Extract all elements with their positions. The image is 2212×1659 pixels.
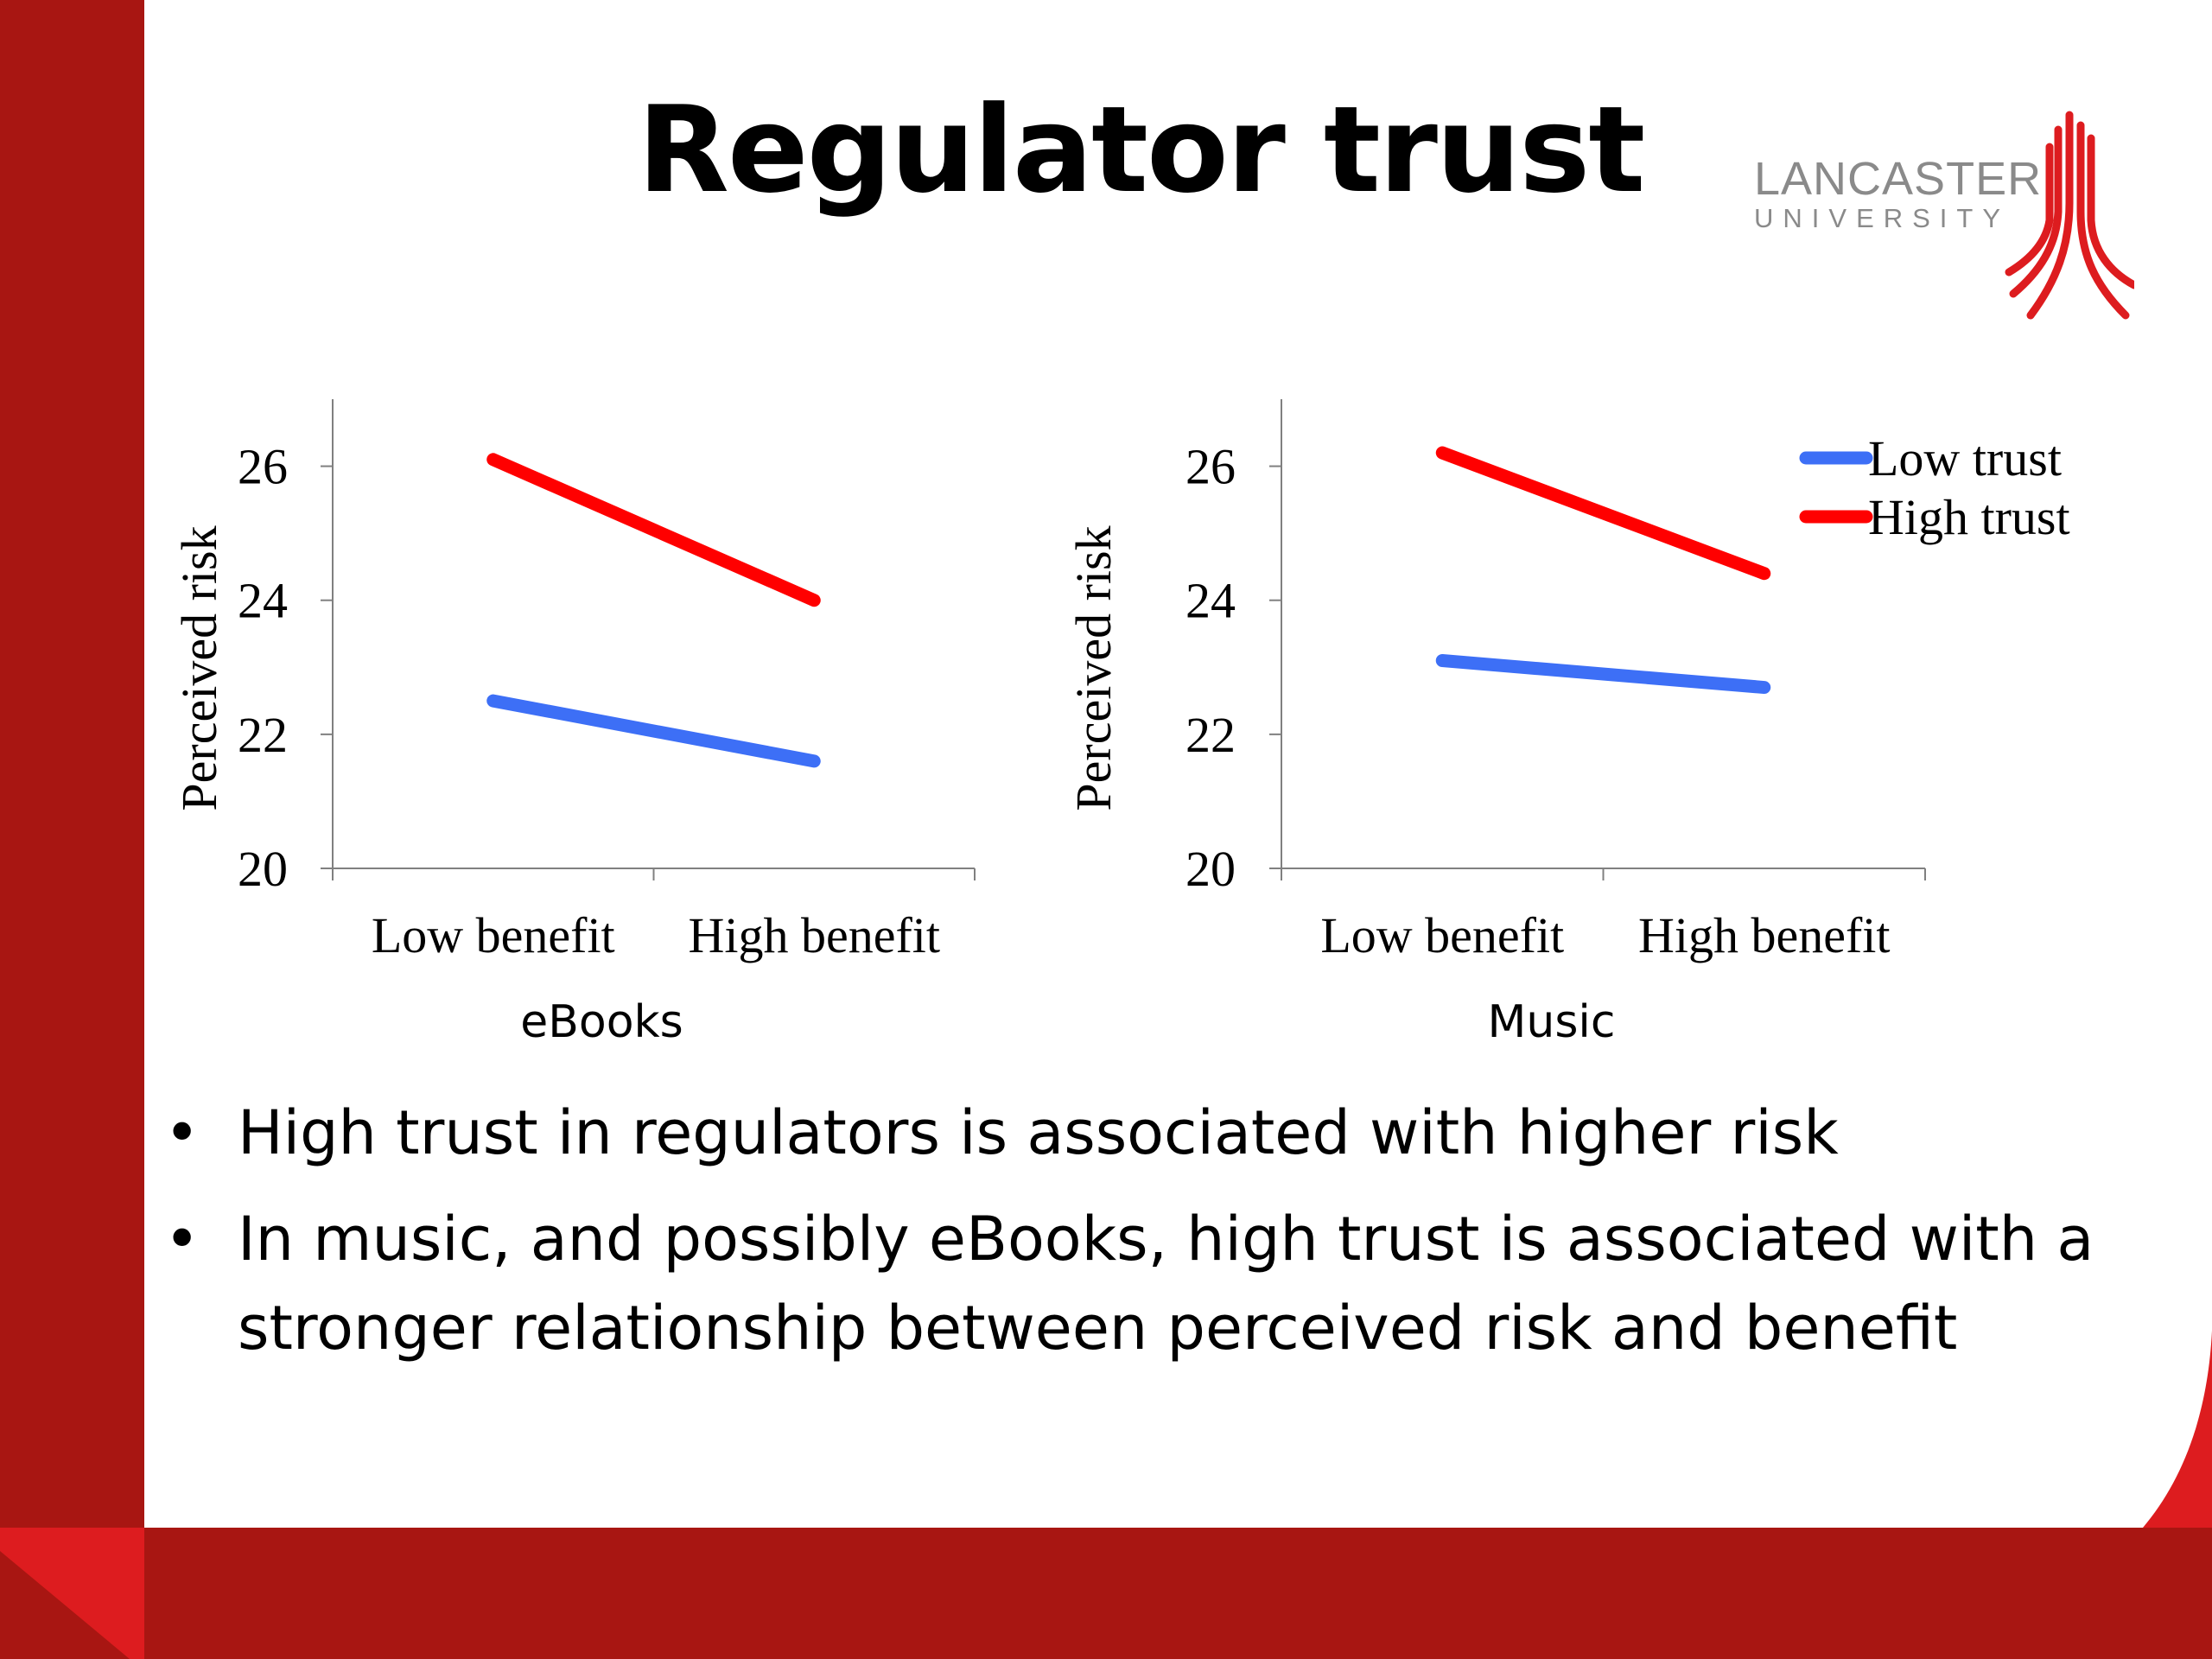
y-tick-label: 24 [1185,573,1236,629]
y-tick-label: 20 [1185,841,1236,897]
slide-title: Regulator trust [637,80,1646,219]
y-axis-label: Perceived risk [171,525,227,810]
chart-1: 20 22 24 26 Low benefit High benefit Perceived… [171,399,976,1048]
legend-label: Low trust [1868,430,2062,486]
series-line-high-trust [1435,446,1771,581]
bottom-red-band [0,1528,2212,1659]
series-line-low-trust [486,694,821,768]
x-tick-label: Low benefit [372,907,615,963]
data-point [1763,572,1765,575]
y-tick-label: 26 [1185,439,1236,495]
data-point [492,700,494,702]
data-point [813,599,816,601]
bullet-list: High trust in regulators is associated w… [160,1089,2147,1390]
x-tick-label: High benefit [688,907,940,963]
series-line-low-trust [1435,654,1771,695]
y-tick-label: 22 [1185,707,1236,763]
left-red-band [0,0,144,1659]
series-line-high-trust [486,453,821,607]
y-axis-label: Perceived risk [1065,525,1122,810]
bullet-item: In music, and possibly eBooks, high trus… [160,1195,2147,1373]
legend-label: High trust [1868,489,2070,545]
logo-wordmark: LANCASTER [1754,153,2043,205]
logo-subtitle: UNIVERSITY [1754,203,2011,233]
lancaster-tree-icon [2005,111,2134,320]
y-tick-label: 20 [238,841,288,897]
data-point [1763,686,1765,689]
data-point [813,760,816,762]
charts-area: 20 22 24 26 Low benefit High benefit Perceived… [171,399,2070,1048]
data-point [1441,659,1444,662]
chart-2: 20 22 24 26 Low benefit High benefit Perceived… [1065,399,2070,1048]
x-axis-label: eBooks [520,996,683,1048]
data-point [492,458,494,461]
bottom-right-curve [2143,1331,2212,1528]
y-tick-label: 24 [238,573,288,629]
x-axis-label: Music [1488,996,1616,1048]
x-tick-label: High benefit [1638,907,1891,963]
y-tick-label: 26 [238,439,288,495]
data-point [1441,452,1444,454]
y-tick-label: 22 [238,707,288,763]
bullet-item: High trust in regulators is associated w… [160,1089,2147,1178]
x-tick-label: Low benefit [1320,907,1564,963]
bottom-left-accent [0,1528,144,1659]
lancaster-university-logo: LANCASTER UNIVERSITY [1754,108,2134,333]
